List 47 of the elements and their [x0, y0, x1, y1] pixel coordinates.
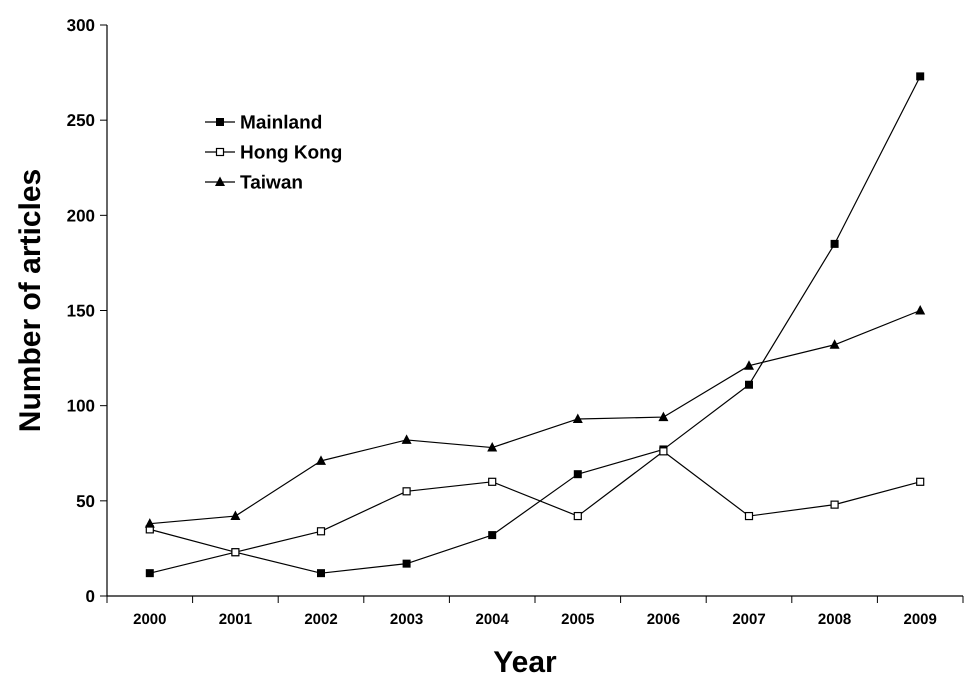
legend-label: Mainland [240, 112, 322, 134]
point [745, 380, 753, 389]
point [830, 339, 840, 349]
point [916, 478, 924, 486]
point [916, 72, 924, 80]
x-axis-title: Year [493, 646, 558, 679]
point [744, 360, 754, 370]
y-tick-label: 100 [66, 396, 95, 416]
point [488, 478, 496, 486]
y-tick-label: 300 [66, 16, 95, 35]
x-tick-label: 2005 [561, 611, 594, 628]
y-tick-label: 50 [76, 492, 95, 511]
x-tick-label: 2004 [476, 611, 510, 628]
point [488, 531, 496, 540]
x-tick-label: 2000 [133, 611, 166, 628]
y-tick-label: 200 [66, 206, 95, 226]
point [830, 240, 839, 248]
x-tick-label: 2009 [904, 611, 937, 628]
point [317, 569, 325, 578]
point [402, 487, 411, 496]
point [915, 305, 926, 314]
point [402, 560, 411, 568]
x-tick-label: 2006 [646, 611, 680, 628]
point [572, 413, 583, 423]
legend-label: Hong Kong [240, 142, 342, 164]
point [146, 569, 154, 578]
x-tick-label: 2003 [390, 611, 424, 628]
y-tick-label: 250 [66, 111, 95, 130]
point [230, 510, 240, 520]
point [487, 442, 498, 452]
x-tick-label: 2001 [218, 611, 252, 628]
point [574, 512, 582, 520]
x-tick-label: 2007 [732, 611, 766, 628]
y-tick-label: 150 [66, 301, 95, 320]
point [144, 518, 155, 528]
point [316, 527, 326, 536]
y-tick-label: 0 [86, 586, 95, 606]
point [658, 412, 668, 422]
legend-label: Taiwan [240, 172, 303, 194]
x-tick-label: 2008 [818, 611, 852, 628]
point [744, 512, 754, 520]
x-tick-label: 2002 [304, 611, 338, 628]
y-axis-title: Number of articles [14, 168, 47, 432]
point [830, 500, 839, 509]
point [316, 455, 326, 465]
point [402, 434, 412, 444]
point [574, 470, 582, 478]
